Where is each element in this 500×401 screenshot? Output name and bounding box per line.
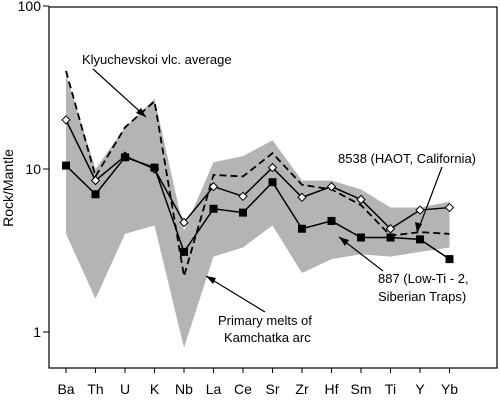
leader-klyuchevskoi: [92, 68, 147, 118]
y-axis-label: Rock/Mantle: [0, 149, 16, 227]
leader-haot-8538: [416, 166, 443, 234]
series-line-klyuchevskoi: [65, 70, 450, 277]
point-low_ti_887-Zr: [298, 224, 306, 233]
point-haot_8538-La: [208, 181, 219, 192]
point-haot_8538-Hf: [326, 181, 337, 192]
primary-melts-band: [66, 74, 450, 348]
annotation-primary-melts-line2: Kamchatka arc: [224, 330, 311, 345]
point-low_ti_887-Hf: [327, 216, 336, 225]
tick-layer: Ba Th U K Nb La Ce Sr Zr Hf Sm Ti Y Yb 1 10 100: [18, 0, 459, 397]
point-haot_8538-Ti: [385, 224, 396, 234]
point-low_ti_887-La: [209, 204, 218, 213]
x-tick-label-Hf: Hf: [325, 381, 339, 397]
series-layer: [61, 70, 455, 277]
point-haot_8538-Y: [415, 205, 425, 215]
x-tick-label-Zr: Zr: [295, 381, 309, 397]
point-low_ti_887-Ti: [386, 233, 395, 242]
annotation-klyuchevskoi: Klyuchevskoi vlc. average: [82, 52, 232, 67]
point-low_ti_887-Sm: [357, 233, 365, 242]
point-low_ti_887-Nb: [180, 247, 188, 256]
annotations: Klyuchevskoi vlc. average 8538 (HAOT, Ca…: [82, 52, 476, 345]
annotation-haot-8538: 8538 (HAOT, California): [338, 151, 476, 166]
y-tick-label-1: 1: [33, 324, 41, 340]
series-line-low_ti_887: [65, 156, 450, 260]
x-tick-label-U: U: [120, 381, 130, 397]
x-tick-label-Th: Th: [87, 381, 103, 397]
y-tick-label-100: 100: [18, 0, 42, 14]
x-tick-label-Ti: Ti: [385, 381, 396, 397]
arrowhead-primary-melts: [206, 276, 216, 284]
leader-primary-melts: [205, 275, 266, 313]
arrowhead-haot-8538: [415, 222, 422, 233]
point-haot_8538-Yb: [444, 202, 455, 213]
point-low_ti_887-Ce: [239, 208, 247, 217]
point-low_ti_887-Yb: [445, 255, 454, 264]
arrowhead-low-ti-887: [339, 237, 349, 246]
x-tick-label-Y: Y: [415, 381, 425, 397]
point-low_ti_887-Sr: [268, 178, 277, 187]
annotation-low-ti-887: 887 (Low-Ti - 2,: [378, 271, 469, 286]
range-band-layer: [66, 74, 450, 348]
x-tick-label-La: La: [206, 381, 222, 397]
point-haot_8538-Ce: [238, 191, 248, 202]
x-tick-label-Yb: Yb: [441, 381, 458, 397]
x-tick-label-Sr: Sr: [266, 381, 280, 397]
x-tick-label-Sm: Sm: [351, 381, 372, 397]
point-low_ti_887-Th: [91, 190, 100, 199]
annotation-low-ti-887-line2: Siberian Traps): [378, 289, 466, 304]
y-tick-label-10: 10: [25, 161, 41, 177]
point-haot_8538-Sm: [356, 194, 366, 205]
point-haot_8538-Nb: [179, 217, 189, 228]
arrowhead-klyuchevskoi: [136, 108, 146, 117]
x-tick-label-Ce: Ce: [234, 381, 252, 397]
x-tick-label-Ba: Ba: [57, 381, 74, 397]
point-haot_8538-Ba: [61, 115, 71, 125]
point-haot_8538-Sr: [267, 162, 278, 173]
x-tick-label-Nb: Nb: [175, 381, 193, 397]
annotation-primary-melts: Primary melts of: [218, 313, 312, 328]
point-low_ti_887-K: [150, 163, 159, 172]
point-low_ti_887-U: [121, 153, 129, 162]
point-low_ti_887-Ba: [62, 161, 70, 170]
point-haot_8538-Th: [90, 175, 101, 186]
point-low_ti_887-Y: [416, 235, 424, 244]
point-haot_8538-Zr: [297, 192, 307, 203]
x-tick-label-K: K: [150, 381, 160, 397]
